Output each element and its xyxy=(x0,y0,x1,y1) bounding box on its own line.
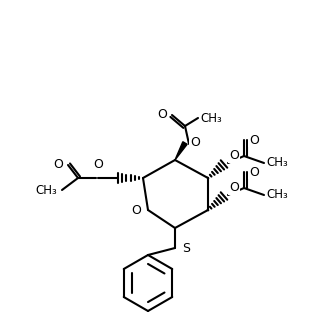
Text: O: O xyxy=(249,134,259,147)
Text: S: S xyxy=(182,242,190,254)
Text: CH₃: CH₃ xyxy=(200,112,222,124)
Text: O: O xyxy=(249,166,259,179)
Text: CH₃: CH₃ xyxy=(35,184,57,197)
Polygon shape xyxy=(175,142,187,160)
Text: O: O xyxy=(229,149,239,162)
Text: O: O xyxy=(157,109,167,121)
Text: O: O xyxy=(93,158,103,171)
Text: CH₃: CH₃ xyxy=(266,188,288,202)
Text: O: O xyxy=(190,137,200,149)
Text: CH₃: CH₃ xyxy=(266,156,288,170)
Text: O: O xyxy=(53,158,63,172)
Text: O: O xyxy=(131,204,141,216)
Text: O: O xyxy=(229,181,239,194)
